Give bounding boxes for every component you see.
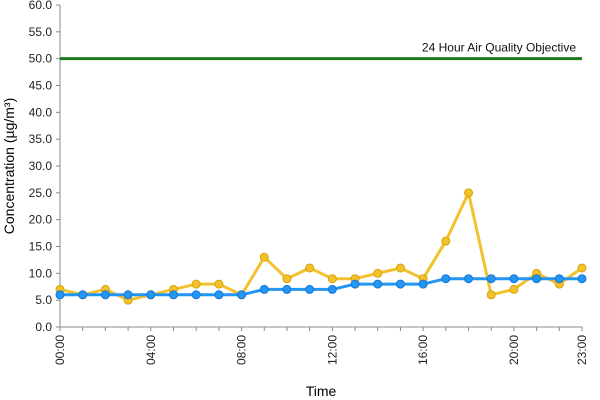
- y-tick-label: 0.0: [35, 320, 52, 334]
- y-tick-label: 25.0: [29, 186, 53, 200]
- x-tick-label: 20:00: [507, 335, 521, 365]
- data-point: [100, 290, 110, 300]
- data-point: [577, 263, 587, 273]
- y-tick-label: 40.0: [29, 105, 53, 119]
- y-tick-label: 30.0: [29, 159, 53, 173]
- data-point: [486, 290, 496, 300]
- data-point: [350, 279, 360, 289]
- y-tick-label: 50.0: [29, 52, 53, 66]
- data-point: [191, 290, 201, 300]
- x-tick-label: 04:00: [144, 335, 158, 365]
- data-point: [282, 274, 292, 284]
- data-point: [373, 279, 383, 289]
- x-tick-label: 08:00: [235, 335, 249, 365]
- data-point: [237, 290, 247, 300]
- x-tick-label: 23:00: [575, 335, 589, 365]
- x-tick-label: 00:00: [53, 335, 67, 365]
- data-point: [55, 290, 65, 300]
- data-point: [441, 236, 451, 246]
- data-point: [259, 252, 269, 262]
- data-point: [464, 274, 474, 284]
- data-point: [259, 284, 269, 294]
- data-point: [305, 263, 315, 273]
- data-point: [486, 274, 496, 284]
- data-point: [418, 279, 428, 289]
- series-2: [55, 274, 587, 300]
- y-tick-label: 45.0: [29, 79, 53, 93]
- data-point: [327, 284, 337, 294]
- data-point: [191, 279, 201, 289]
- x-axis-title: Time: [306, 383, 337, 399]
- data-point: [146, 290, 156, 300]
- data-point: [441, 274, 451, 284]
- data-point: [123, 290, 133, 300]
- y-tick-label: 5.0: [35, 293, 52, 307]
- data-point: [214, 290, 224, 300]
- data-point: [532, 274, 542, 284]
- x-tick-label: 12:00: [325, 335, 339, 365]
- data-point: [373, 268, 383, 278]
- y-tick-label: 35.0: [29, 132, 53, 146]
- y-axis-ticks: 0.0 5.0 10.0 15.0 20.0 25.0 30.0 35.0 40.0 45.0 50…: [29, 0, 60, 334]
- data-point: [395, 279, 405, 289]
- data-point: [395, 263, 405, 273]
- data-point: [327, 274, 337, 284]
- data-point: [554, 274, 564, 284]
- y-tick-label: 55.0: [29, 25, 53, 39]
- data-point: [214, 279, 224, 289]
- data-point: [168, 290, 178, 300]
- x-tick-label: 16:00: [416, 335, 430, 365]
- data-point: [305, 284, 315, 294]
- reference-line-label: 24 Hour Air Quality Objective: [422, 41, 576, 55]
- y-tick-label: 60.0: [29, 0, 53, 12]
- data-point: [464, 188, 474, 198]
- data-point: [509, 284, 519, 294]
- y-axis-title: Concentration (µg/m³): [1, 98, 17, 234]
- y-tick-label: 10.0: [29, 266, 53, 280]
- data-point: [509, 274, 519, 284]
- x-axis-ticks: 00:00 04:00 08:00 12:00 16:00 20:00 23:00: [53, 327, 589, 365]
- data-point: [282, 284, 292, 294]
- data-point: [577, 274, 587, 284]
- series-line: [59, 191, 583, 302]
- y-tick-label: 15.0: [29, 240, 53, 254]
- series-layer: [55, 188, 587, 305]
- y-tick-label: 20.0: [29, 213, 53, 227]
- data-point: [78, 290, 88, 300]
- series-1: [55, 188, 587, 305]
